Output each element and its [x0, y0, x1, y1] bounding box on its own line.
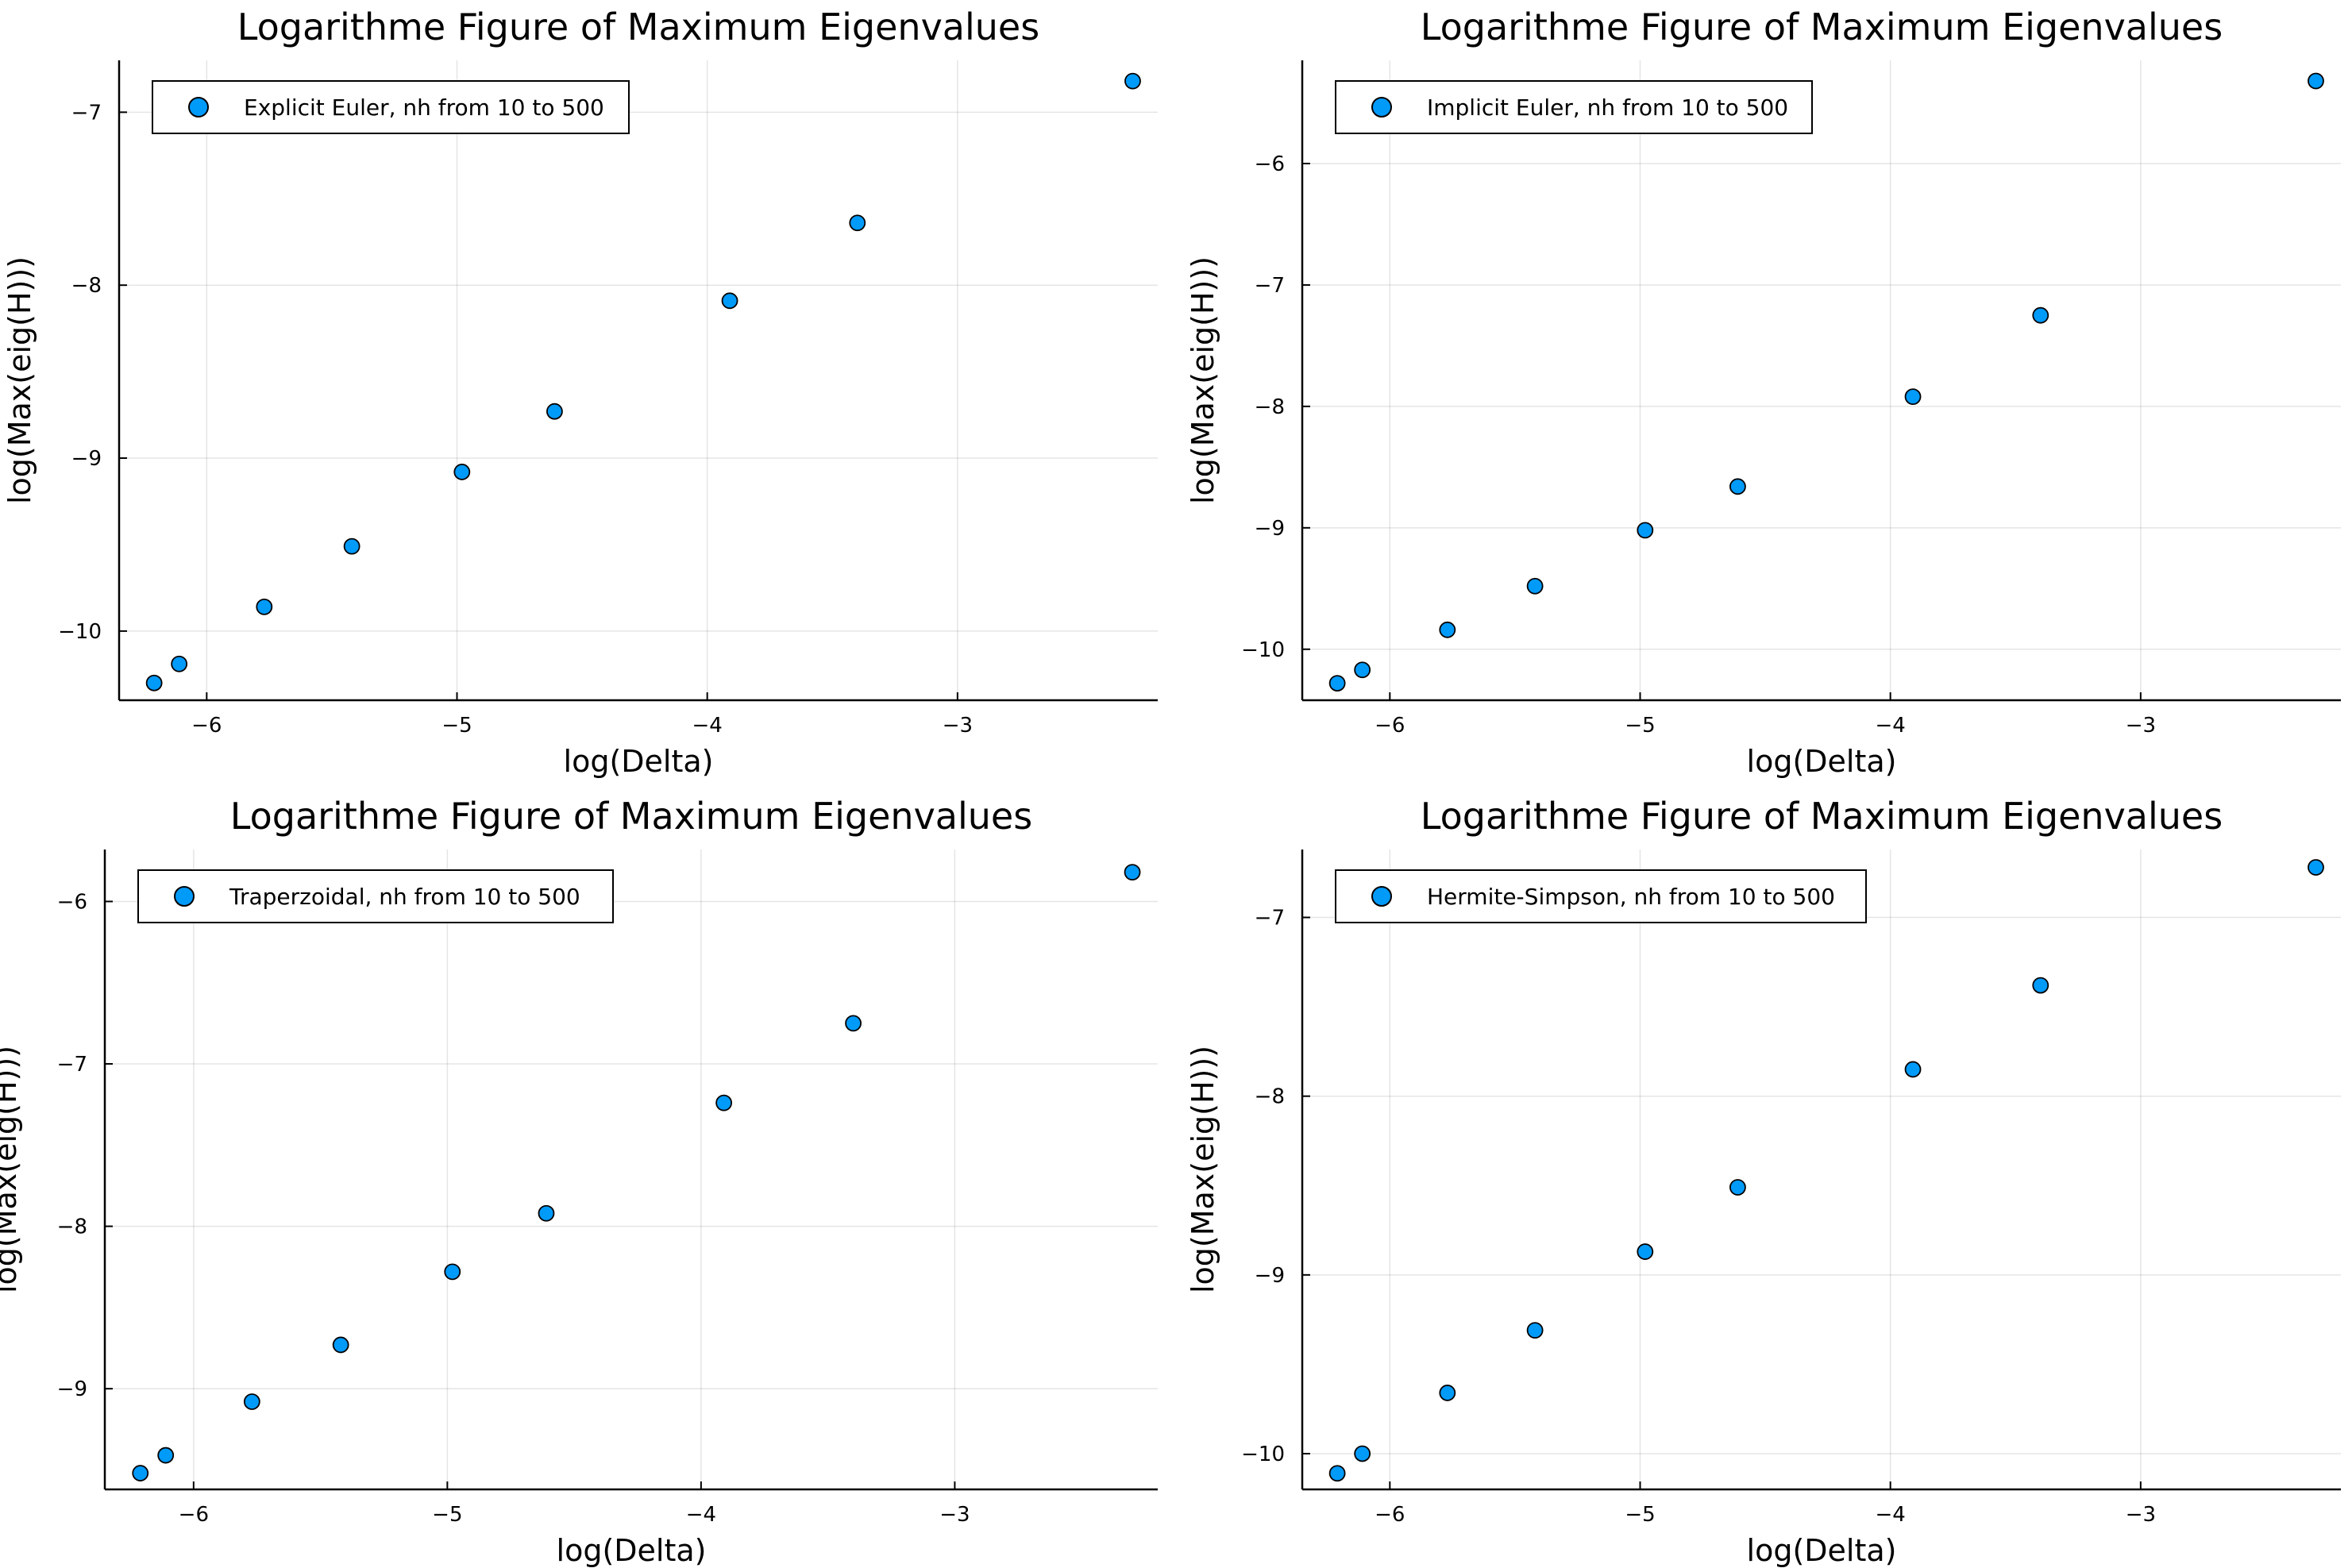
data-point — [145, 674, 163, 692]
data-point — [849, 214, 866, 232]
y-tick-label: −7 — [57, 1053, 87, 1077]
data-point — [1729, 1179, 1746, 1196]
y-tick-label: −7 — [1255, 907, 1285, 930]
y-axis-label: log(Max(eig(H))) — [1186, 256, 1220, 504]
data-point — [2032, 977, 2049, 994]
chart-panel-2: −6 −5 −4 −3 −10 −9 −8 −7 −6 Logarithme Figure of … — [1186, 6, 2341, 779]
data-point — [343, 537, 361, 555]
legend-marker — [1371, 97, 1392, 118]
data-point — [2032, 306, 2049, 324]
y-axis-label: log(Max(eig(H))) — [1186, 1046, 1220, 1293]
chart-title: Logarithme Figure of Maximum Eigenvalues — [1421, 6, 2223, 48]
data-point — [444, 1263, 461, 1281]
chart-panel-1: −6 −5 −4 −3 −10 −9 −8 −7 Logarithme Figure of Ma… — [2, 6, 1158, 779]
x-tick-label: −3 — [2126, 1503, 2156, 1527]
legend-label: Traperzoidal, nh from 10 to 500 — [229, 884, 580, 910]
x-tick-label: −3 — [943, 714, 973, 738]
data-point — [2308, 859, 2324, 876]
x-axis-label: log(Delta) — [1747, 744, 1897, 779]
data-point — [1439, 621, 1456, 638]
chart-panel-4: −6 −5 −4 −3 −10 −9 −8 −7 Logarithme Figure of Ma… — [1186, 795, 2341, 1568]
data-point — [715, 1094, 733, 1111]
y-axis-label: log(Max(eig(H))) — [2, 256, 37, 504]
x-tick-label: −4 — [692, 714, 723, 738]
data-point — [1904, 388, 1922, 406]
y-tick-label: −7 — [71, 101, 102, 125]
y-tick-label: −9 — [1255, 1264, 1285, 1288]
data-point — [721, 292, 738, 310]
data-point — [1439, 1385, 1456, 1401]
x-tick-label: −6 — [191, 714, 222, 738]
data-point — [1124, 72, 1141, 90]
data-point — [1124, 864, 1141, 881]
x-axis-label: log(Delta) — [1747, 1533, 1897, 1568]
data-point — [171, 655, 188, 672]
data-point — [1526, 577, 1544, 595]
legend-marker — [1371, 886, 1392, 907]
x-tick-label: −4 — [1876, 714, 1906, 738]
data-point — [1354, 661, 1371, 679]
x-tick-label: −5 — [1625, 714, 1655, 738]
y-tick-label: −7 — [1255, 274, 1285, 298]
x-tick-label: −4 — [1876, 1503, 1906, 1527]
data-point — [1328, 1465, 1346, 1482]
legend-box — [137, 869, 614, 923]
x-tick-label: −5 — [441, 714, 472, 738]
y-tick-label: −9 — [71, 447, 102, 471]
y-tick-label: −8 — [71, 274, 102, 298]
x-tick-label: −6 — [1375, 714, 1405, 738]
data-point — [1904, 1061, 1922, 1078]
y-tick-label: −10 — [1241, 638, 1285, 662]
y-tick-label: −6 — [57, 890, 87, 914]
x-tick-label: −4 — [686, 1503, 716, 1527]
chart-title: Logarithme Figure of Maximum Eigenvalues — [1421, 795, 2223, 838]
y-axis-label: log(Max(eig(H))) — [0, 1046, 23, 1293]
y-tick-label: −9 — [57, 1377, 87, 1401]
data-point — [1354, 1445, 1371, 1462]
y-tick-label: −10 — [58, 620, 102, 644]
legend-marker — [174, 886, 195, 907]
y-tick-label: −8 — [1255, 395, 1285, 419]
data-point — [2308, 72, 2324, 90]
data-point — [243, 1393, 260, 1410]
x-tick-label: −3 — [939, 1503, 970, 1527]
data-point — [845, 1015, 862, 1032]
data-point — [132, 1465, 149, 1481]
chart-title: Logarithme Figure of Maximum Eigenvalues — [230, 795, 1032, 838]
data-point — [256, 598, 273, 615]
legend-box — [152, 80, 630, 134]
data-point — [1637, 1243, 1654, 1260]
data-point — [1526, 1322, 1544, 1339]
data-point — [546, 403, 563, 420]
data-point — [1729, 478, 1746, 495]
x-axis-label: log(Delta) — [557, 1533, 707, 1568]
legend-box — [1335, 80, 1813, 134]
data-point — [538, 1204, 555, 1222]
x-tick-label: −3 — [2126, 714, 2156, 738]
data-point — [453, 464, 471, 480]
y-tick-label: −9 — [1255, 517, 1285, 541]
legend-label: Explicit Euler, nh from 10 to 500 — [244, 94, 604, 121]
y-tick-label: −8 — [1255, 1085, 1285, 1109]
data-point — [332, 1336, 349, 1354]
x-tick-label: −6 — [179, 1503, 209, 1527]
y-tick-label: −6 — [1255, 152, 1285, 176]
x-tick-label: −5 — [432, 1503, 462, 1527]
y-tick-label: −10 — [1241, 1443, 1285, 1466]
x-tick-label: −5 — [1625, 1503, 1655, 1527]
chart-title: Logarithme Figure of Maximum Eigenvalues — [237, 6, 1039, 48]
data-point — [1328, 675, 1346, 692]
x-axis-label: log(Delta) — [564, 744, 714, 779]
data-point — [1637, 522, 1654, 539]
legend-box — [1335, 869, 1867, 923]
x-tick-label: −6 — [1375, 1503, 1405, 1527]
legend-label: Implicit Euler, nh from 10 to 500 — [1427, 94, 1788, 121]
chart-panel-3: −6 −5 −4 −3 −9 −8 −7 −6 Logarithme Figure of Max… — [0, 795, 1158, 1568]
legend-marker — [188, 97, 209, 118]
data-point — [157, 1447, 175, 1464]
y-tick-label: −8 — [57, 1215, 87, 1239]
legend-label: Hermite-Simpson, nh from 10 to 500 — [1427, 884, 1835, 910]
